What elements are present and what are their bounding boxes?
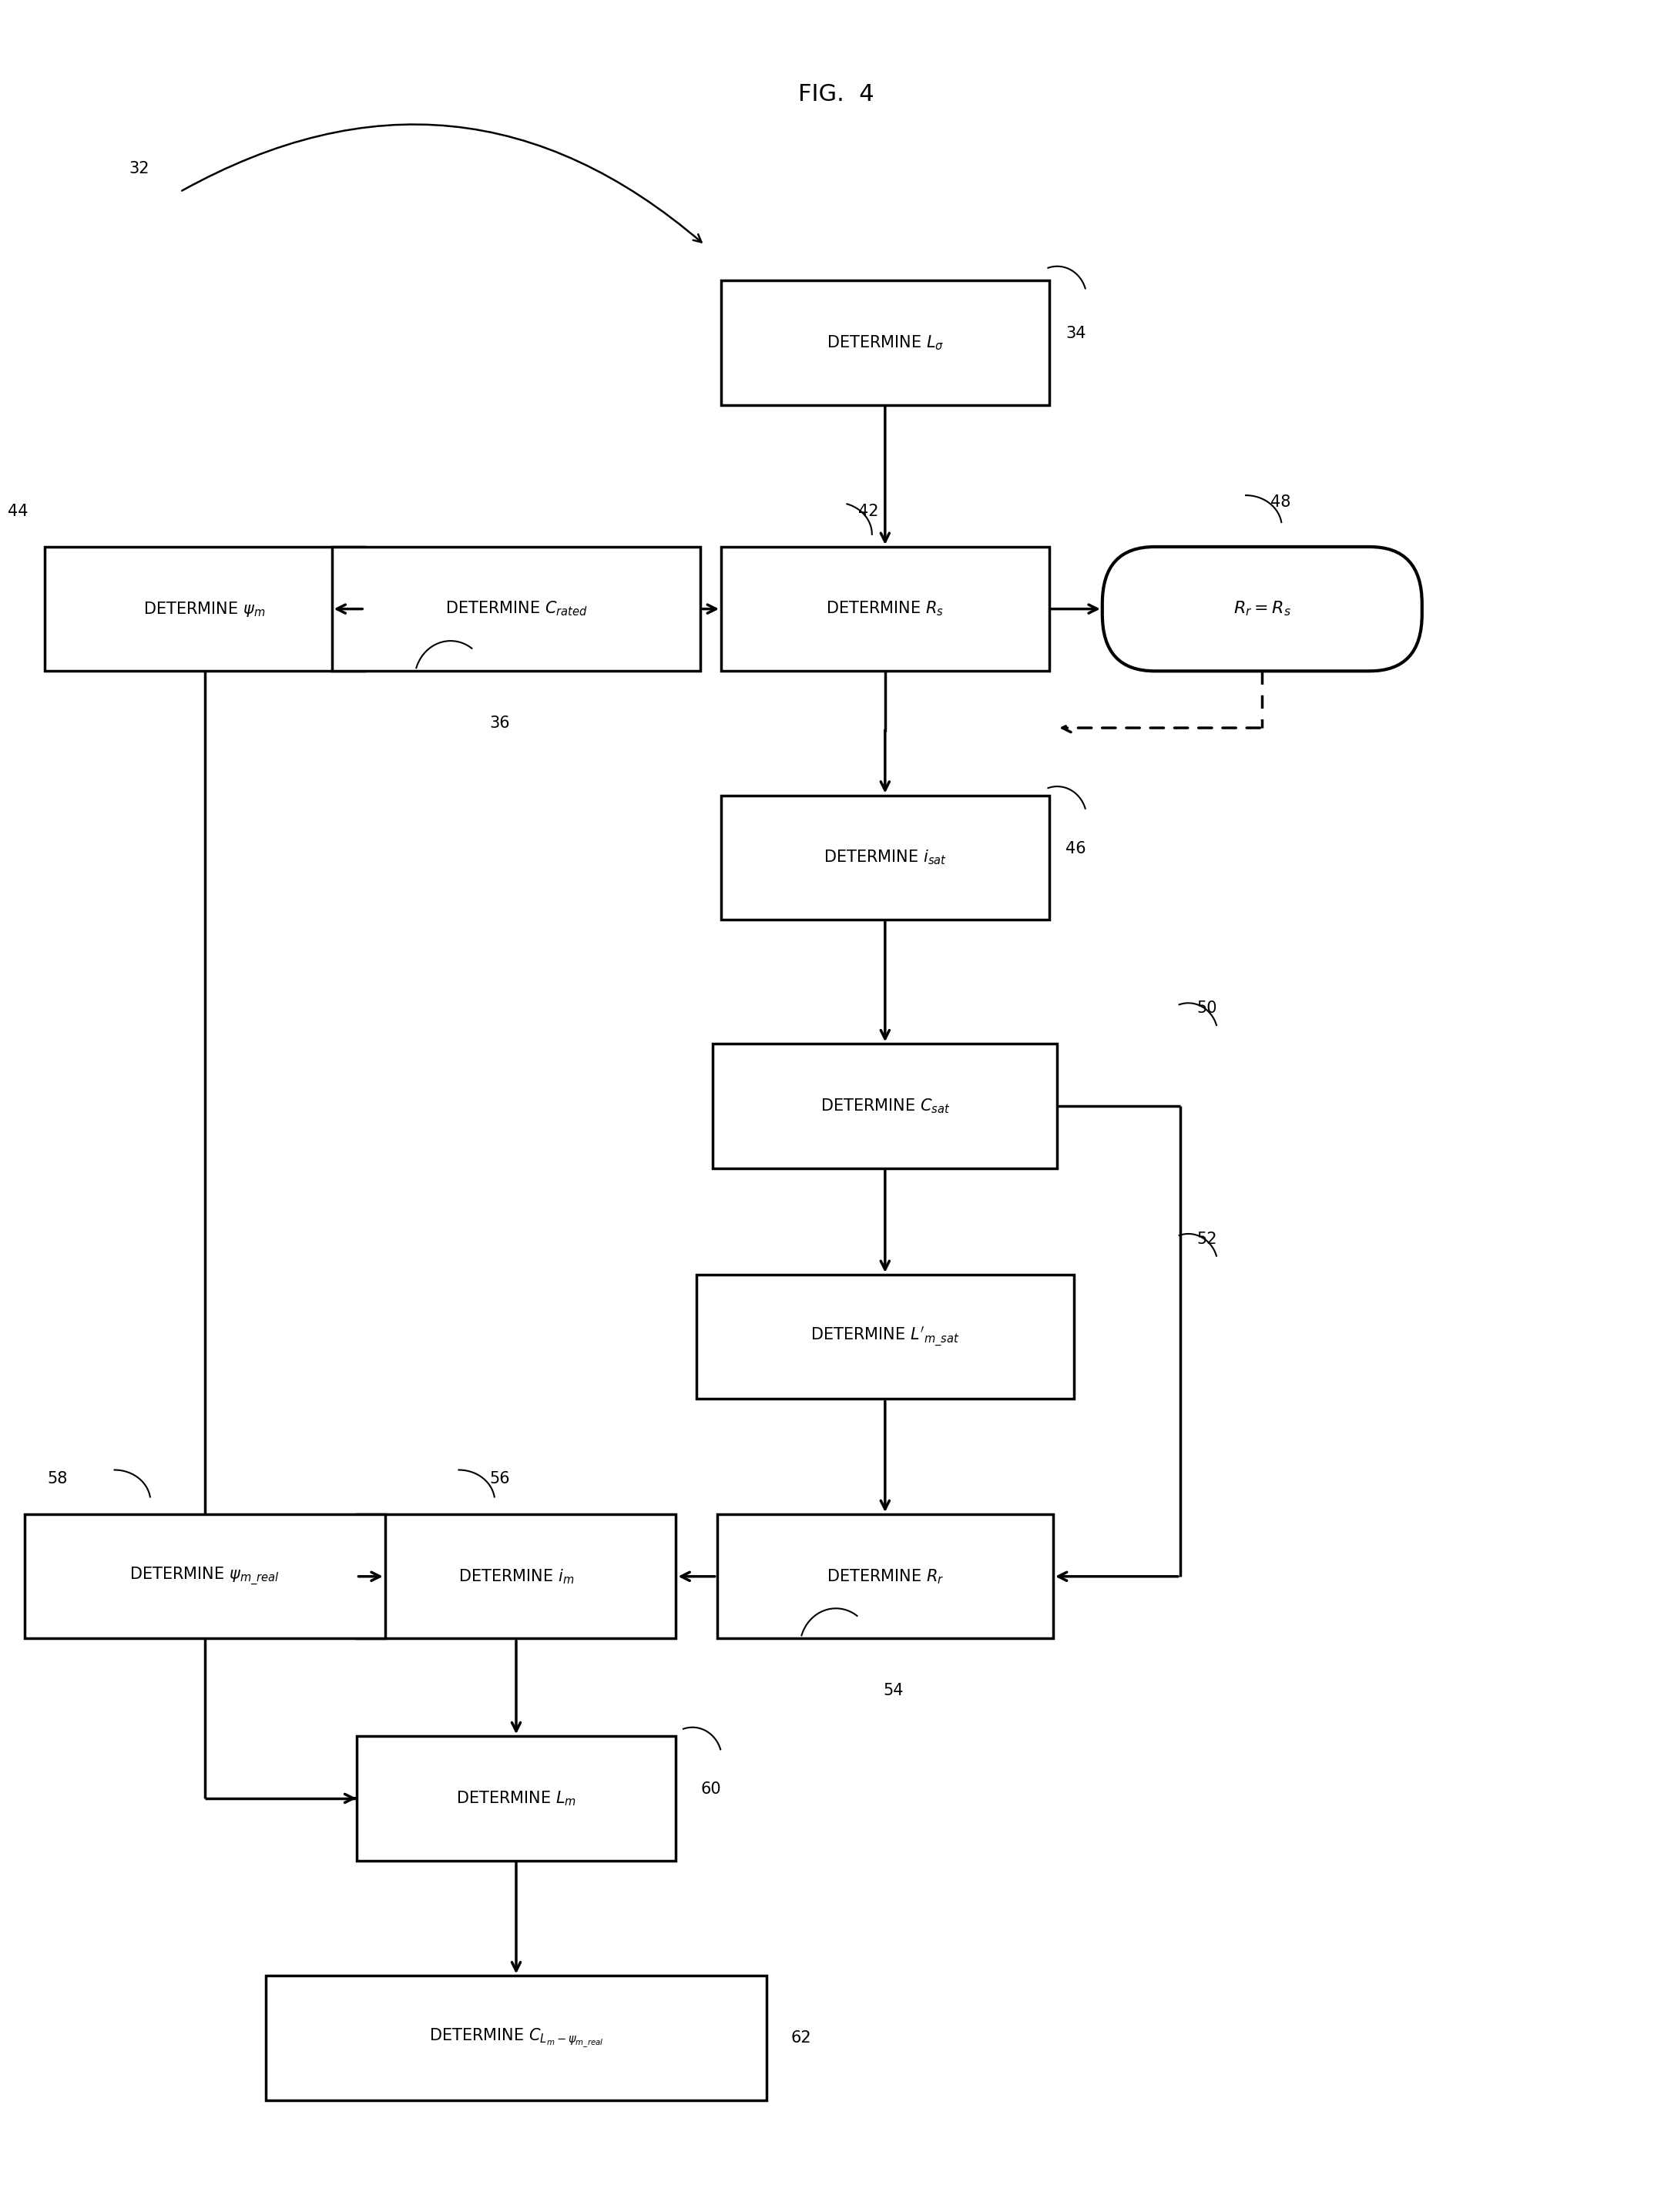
- Text: 44: 44: [8, 504, 28, 520]
- FancyBboxPatch shape: [1103, 546, 1422, 670]
- Text: 36: 36: [490, 714, 510, 730]
- Text: 34: 34: [1065, 325, 1086, 341]
- Text: DETERMINE $i_{sat}$: DETERMINE $i_{sat}$: [824, 849, 947, 867]
- Text: DETERMINE $L'_{m\_sat}$: DETERMINE $L'_{m\_sat}$: [811, 1325, 960, 1349]
- Text: DETERMINE $C_{rated}$: DETERMINE $C_{rated}$: [445, 599, 588, 617]
- Text: 56: 56: [490, 1471, 510, 1486]
- Text: DETERMINE $C_{sat}$: DETERMINE $C_{sat}$: [821, 1097, 950, 1115]
- Text: 50: 50: [1196, 1000, 1218, 1015]
- Bar: [718, 1515, 1053, 1639]
- Bar: [721, 796, 1050, 920]
- Text: 54: 54: [884, 1683, 904, 1699]
- Bar: [25, 1515, 385, 1639]
- Text: DETERMINE $L_{\sigma}$: DETERMINE $L_{\sigma}$: [826, 334, 943, 352]
- Text: 48: 48: [1271, 495, 1291, 511]
- Bar: [45, 546, 364, 670]
- Bar: [696, 1274, 1073, 1398]
- Text: DETERMINE $\psi_{m}$: DETERMINE $\psi_{m}$: [143, 599, 266, 617]
- Text: $R_{r} = R_{s}$: $R_{r} = R_{s}$: [1232, 599, 1291, 617]
- Text: 46: 46: [1065, 841, 1086, 856]
- Bar: [332, 546, 701, 670]
- Text: DETERMINE $R_{r}$: DETERMINE $R_{r}$: [826, 1568, 943, 1586]
- Bar: [721, 281, 1050, 405]
- Bar: [713, 1044, 1056, 1168]
- Text: DETERMINE $R_{s}$: DETERMINE $R_{s}$: [826, 599, 943, 617]
- Text: 32: 32: [130, 161, 149, 177]
- Text: DETERMINE $L_{m}$: DETERMINE $L_{m}$: [457, 1790, 576, 1807]
- Text: FIG.  4: FIG. 4: [797, 82, 874, 106]
- Bar: [357, 1515, 676, 1639]
- Text: 58: 58: [47, 1471, 66, 1486]
- Text: DETERMINE $i_{m}$: DETERMINE $i_{m}$: [458, 1568, 575, 1586]
- Text: DETERMINE $C_{L_{m}-\psi_{m\_real}}$: DETERMINE $C_{L_{m}-\psi_{m\_real}}$: [429, 2026, 603, 2048]
- Text: DETERMINE $\psi_{m\_real}$: DETERMINE $\psi_{m\_real}$: [130, 1566, 279, 1588]
- Text: 62: 62: [791, 2031, 811, 2046]
- Text: 42: 42: [859, 504, 879, 520]
- Bar: [357, 1736, 676, 1860]
- Bar: [721, 546, 1050, 670]
- Text: 52: 52: [1196, 1232, 1218, 1248]
- Bar: [266, 1975, 766, 2099]
- Text: 60: 60: [701, 1783, 721, 1796]
